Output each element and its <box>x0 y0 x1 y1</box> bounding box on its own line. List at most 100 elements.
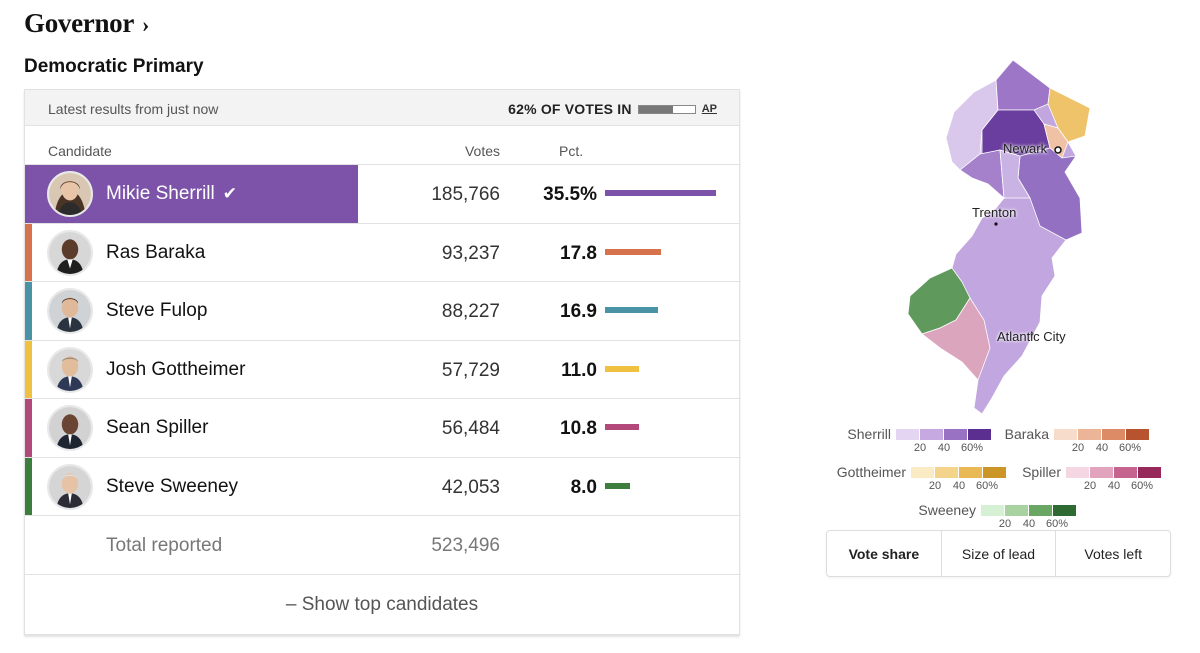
legend-tick: 40 <box>1095 442 1109 454</box>
candidate-name: Mikie Sherrill ✔ <box>106 183 237 205</box>
legend-tick: 20 <box>928 480 942 492</box>
header-votes: Votes <box>464 143 500 159</box>
candidate-color-accent <box>25 340 32 398</box>
legend-tick: 40 <box>952 480 966 492</box>
legend-gottheimer: Gottheimer <box>826 464 906 494</box>
legend-swatch <box>944 429 967 440</box>
county-region[interactable] <box>921 297 991 381</box>
avatar <box>47 288 93 334</box>
legend-swatch <box>1005 505 1028 516</box>
pct-bar <box>605 190 716 196</box>
trenton-marker <box>994 222 998 226</box>
legend-swatch <box>920 429 943 440</box>
votes-in-progress-fill <box>638 105 674 113</box>
legend-swatch <box>896 429 919 440</box>
candidate-votes: 57,729 <box>441 359 500 381</box>
votes-in-progress <box>637 104 696 114</box>
candidate-votes: 42,053 <box>441 476 500 498</box>
table-row: Ras Baraka 93,237 17.8 <box>25 223 739 282</box>
candidate-votes: 185,766 <box>431 184 500 205</box>
legend-swatch <box>968 429 991 440</box>
county-region[interactable] <box>1043 123 1069 159</box>
atlantic-city-marker <box>1030 332 1034 336</box>
legend-swatch <box>983 467 1006 478</box>
table-row: Steve Fulop 88,227 16.9 <box>25 282 739 341</box>
status-bar: Latest results from just now 62% OF VOTE… <box>25 90 739 126</box>
candidate-votes: 88,227 <box>441 301 500 322</box>
candidate-pct: 17.8 <box>560 242 597 264</box>
candidate-name: Ras Baraka <box>106 241 206 263</box>
avatar <box>47 171 93 217</box>
header-candidate: Candidate <box>48 143 112 159</box>
toggle-vote-share[interactable]: Vote share <box>827 531 942 576</box>
legend-swatches <box>896 429 992 440</box>
legend-swatch <box>959 467 982 478</box>
pct-bar <box>605 307 658 313</box>
table-row: Mikie Sherrill ✔ 185,766 35.5% <box>25 165 739 224</box>
chevron-right-icon[interactable]: › <box>142 12 150 37</box>
table-header: Candidate Votes Pct. <box>25 126 739 165</box>
candidate-color-accent <box>25 457 32 515</box>
votes-in-indicator: 62% OF VOTES IN AP <box>508 101 717 117</box>
legend-tick: 60% <box>1118 442 1142 454</box>
toggle-votes-left[interactable]: Votes left <box>1084 546 1142 562</box>
legend-tick: 60% <box>1130 480 1154 492</box>
candidate-name: Josh Gottheimer <box>106 358 246 380</box>
legend-swatches <box>1066 467 1162 478</box>
legend-swatch <box>1138 467 1161 478</box>
legend-name: Gottheimer <box>836 464 906 480</box>
city-label-newark: Newark <box>1003 141 1048 156</box>
pct-bar <box>605 424 639 430</box>
legend-swatches <box>911 467 1007 478</box>
page-title-text[interactable]: Governor <box>24 8 134 38</box>
legend-swatch <box>1053 505 1076 516</box>
legend-tick: 20 <box>1083 480 1097 492</box>
total-votes: 523,496 <box>431 535 500 556</box>
newark-marker <box>1054 146 1062 154</box>
checkmark-icon: ✔ <box>222 184 237 203</box>
page-title[interactable]: Governor › <box>24 8 149 39</box>
table-row: Sean Spiller 56,484 10.8 <box>25 399 739 458</box>
map-view-toggle: Vote share Size of lead Votes left <box>826 530 1171 577</box>
county-region[interactable] <box>945 79 999 171</box>
candidate-pct: 35.5% <box>543 184 597 205</box>
legend-name: Baraka <box>1004 426 1049 442</box>
section-title: Democratic Primary <box>24 56 204 77</box>
legend-baraka: Baraka <box>996 426 1049 456</box>
county-region[interactable] <box>999 149 1031 199</box>
candidate-votes: 93,237 <box>441 242 500 264</box>
legend-swatch <box>1054 429 1077 440</box>
candidate-pct: 16.9 <box>560 301 597 322</box>
results-table: Latest results from just now 62% OF VOTE… <box>24 89 740 635</box>
legend-tick: 20 <box>913 442 927 454</box>
legend-tick: 60% <box>975 480 999 492</box>
nj-map-svg[interactable] <box>900 58 1090 414</box>
legend-name: Sherrill <box>847 426 891 442</box>
avatar <box>47 463 93 510</box>
avatar <box>47 346 93 393</box>
legend-tick: 40 <box>1107 480 1121 492</box>
show-top-candidates-button[interactable]: – Show top candidates <box>285 593 479 615</box>
toggle-size-of-lead[interactable]: Size of lead <box>942 531 1057 576</box>
source-link[interactable]: AP <box>701 103 717 115</box>
legend-tick: 60% <box>960 442 984 454</box>
legend-swatch <box>981 505 1004 516</box>
legend-swatch <box>1029 505 1052 516</box>
candidate-pct: 11.0 <box>561 359 597 381</box>
avatar <box>47 229 93 276</box>
legend-name: Spiller <box>1022 464 1061 480</box>
legend-name: Sweeney <box>918 502 976 518</box>
city-label-trenton: Trenton <box>972 205 1017 220</box>
legend-tick: 20 <box>1071 442 1085 454</box>
pct-bar <box>605 365 640 372</box>
candidate-pct: 10.8 <box>560 418 597 439</box>
candidate-color-accent <box>25 282 32 340</box>
table-row: Josh Gottheimer 57,729 11.0 <box>25 340 739 399</box>
county-map[interactable]: Newark Trenton Atlantic City <box>900 58 1090 414</box>
county-region[interactable] <box>995 59 1051 111</box>
pct-bar <box>605 248 661 255</box>
legend-sweeney: Sweeney <box>906 502 976 532</box>
table-row: Steve Sweeney 42,053 8.0 <box>25 457 739 516</box>
legend-tick: 60% <box>1045 518 1069 530</box>
legend-tick: 20 <box>998 518 1012 530</box>
